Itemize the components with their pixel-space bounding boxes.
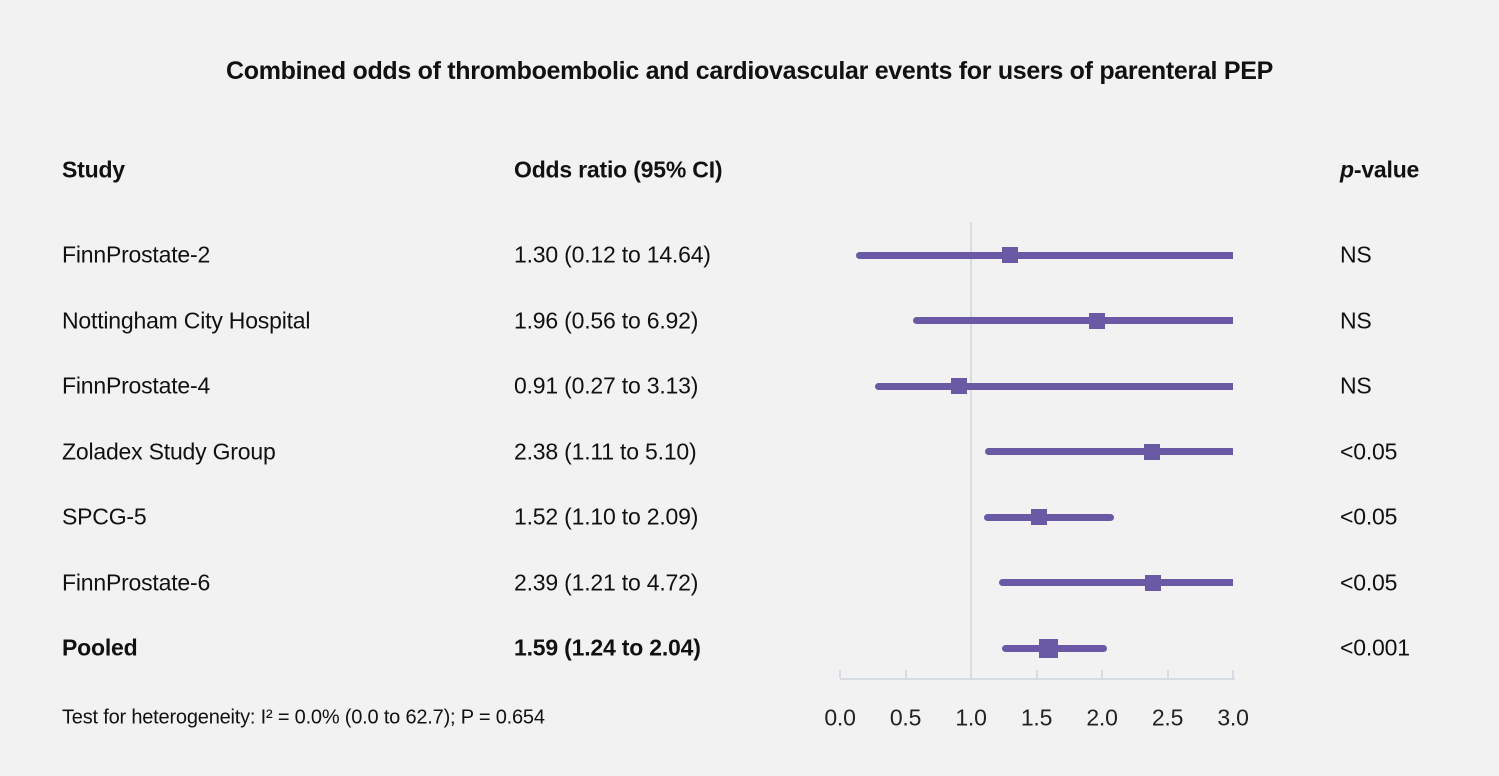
odds-ratio-value: 0.91 (0.27 to 3.13) — [514, 372, 699, 399]
confidence-interval-line — [998, 579, 1233, 586]
odds-ratio-marker — [1031, 509, 1048, 525]
axis-tick-label: 3.0 — [1217, 704, 1249, 731]
axis-tick-label: 2.0 — [1086, 704, 1118, 731]
p-value-header-italic-p: p — [1340, 156, 1354, 183]
axis-tick — [1232, 670, 1234, 678]
odds-ratio-value: 1.30 (0.12 to 14.64) — [514, 241, 711, 268]
p-value: <0.05 — [1340, 503, 1398, 530]
odds-ratio-value: 2.39 (1.21 to 4.72) — [514, 569, 699, 595]
axis-tick — [1166, 670, 1169, 678]
column-header-study: Study — [62, 156, 125, 183]
confidence-interval-line — [984, 513, 1114, 521]
column-header-p-value: p-value — [1340, 157, 1419, 184]
chart-title: Combined odds of thromboembolic and card… — [226, 57, 1273, 85]
p-value: NS — [1340, 307, 1372, 333]
heterogeneity-note: Test for heterogeneity: I² = 0.0% (0.0 t… — [62, 706, 545, 729]
study-label: SPCG-5 — [62, 503, 147, 530]
p-value: NS — [1340, 372, 1372, 399]
axis-tick-label: 1.5 — [1020, 704, 1053, 731]
odds-ratio-marker — [951, 378, 968, 394]
odds-ratio-marker — [1088, 312, 1105, 329]
column-header-odds-ratio: Odds ratio (95% CI) — [514, 156, 723, 183]
axis-tick — [839, 670, 841, 678]
p-value: <0.05 — [1340, 438, 1398, 464]
confidence-interval-line — [875, 382, 1233, 390]
study-label: Zoladex Study Group — [62, 438, 276, 464]
odds-ratio-value: 1.59 (1.24 to 2.04) — [514, 634, 701, 661]
odds-ratio-value: 2.38 (1.11 to 5.10) — [514, 438, 697, 464]
p-value: <0.05 — [1340, 569, 1398, 595]
confidence-interval-line — [913, 317, 1233, 324]
study-label: Pooled — [62, 634, 138, 661]
odds-ratio-value: 1.52 (1.10 to 2.09) — [514, 503, 699, 530]
study-label: FinnProstate-2 — [62, 241, 211, 268]
axis-tick — [904, 670, 907, 678]
p-value: NS — [1340, 241, 1372, 268]
axis-tick — [1101, 670, 1103, 678]
reference-line-or-1 — [970, 222, 972, 678]
axis-tick — [1035, 670, 1038, 678]
axis-tick-label: 2.5 — [1151, 704, 1184, 731]
odds-ratio-marker — [1038, 638, 1058, 658]
odds-ratio-marker — [1002, 247, 1019, 263]
study-label: FinnProstate-6 — [62, 569, 211, 595]
confidence-interval-line — [985, 448, 1233, 455]
p-value-header-suffix: -value — [1353, 156, 1420, 183]
axis-tick-label: 1.0 — [955, 704, 987, 731]
confidence-interval-line — [855, 251, 1233, 259]
odds-ratio-marker — [1145, 574, 1162, 591]
axis-tick-label: 0.0 — [824, 704, 856, 731]
p-value: <0.001 — [1340, 634, 1410, 661]
study-label: Nottingham City Hospital — [62, 307, 311, 333]
axis-tick-label: 0.5 — [889, 704, 922, 731]
x-axis-line — [840, 678, 1235, 680]
odds-ratio-marker — [1143, 443, 1160, 460]
odds-ratio-value: 1.96 (0.56 to 6.92) — [514, 307, 699, 333]
axis-tick — [970, 670, 972, 678]
study-label: FinnProstate-4 — [62, 372, 211, 399]
